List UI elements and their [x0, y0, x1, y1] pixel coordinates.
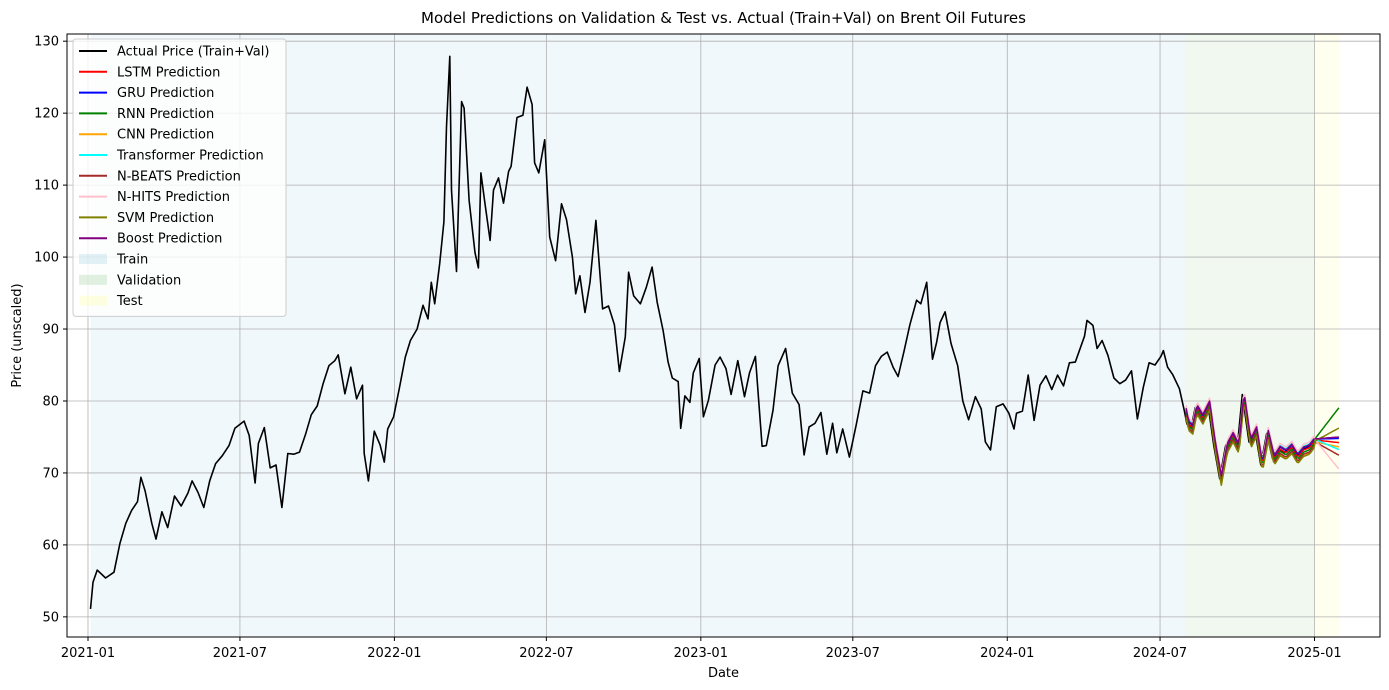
x-tick-label: 2025-01	[1287, 646, 1341, 661]
chart-title: Model Predictions on Validation & Test v…	[421, 9, 1026, 27]
legend-swatch	[79, 274, 107, 285]
legend-label: N-HITS Prediction	[117, 190, 230, 205]
y-axis-ticks: 50 60 70 80 90 100 110 120 130	[34, 35, 67, 625]
y-tick-label: 110	[34, 179, 59, 194]
x-tick-label: 2021-07	[213, 646, 267, 661]
legend-box	[72, 38, 287, 317]
legend-label: SVM Prediction	[117, 211, 214, 226]
y-tick-label: 50	[42, 610, 59, 625]
y-tick-label: 90	[42, 323, 59, 338]
y-tick-label: 70	[42, 466, 59, 481]
legend-label: Actual Price (Train+Val)	[117, 45, 269, 60]
x-tick-label: 2024-07	[1133, 646, 1187, 661]
legend-label: Transformer Prediction	[116, 149, 264, 164]
legend-label: Boost Prediction	[117, 232, 222, 247]
series-lines	[89, 55, 1340, 609]
y-tick-label: 100	[34, 251, 59, 266]
x-axis-ticks: 2021-01 2021-07 2022-01 2022-07 2023-01 2023-…	[61, 637, 1342, 661]
region-validation	[1185, 34, 1314, 637]
y-tick-label: 80	[42, 394, 59, 409]
x-axis-label: Date	[708, 666, 739, 681]
legend-label: Validation	[117, 273, 181, 288]
y-tick-label: 120	[34, 107, 59, 122]
legend-label: Test	[116, 294, 143, 309]
x-tick-label: 2021-01	[61, 646, 115, 661]
legend: Actual Price (Train+Val) LSTM Prediction G…	[72, 38, 287, 317]
region-test	[1313, 34, 1340, 637]
actual-price-line	[89, 55, 1315, 609]
prediction-line-boost-prediction	[1185, 396, 1339, 477]
x-tick-label: 2024-01	[980, 646, 1034, 661]
legend-swatch	[79, 295, 107, 306]
x-tick-label: 2023-01	[674, 646, 728, 661]
x-tick-label: 2022-01	[367, 646, 421, 661]
x-tick-label: 2023-07	[826, 646, 880, 661]
plot-frame	[66, 33, 1381, 638]
legend-swatch	[79, 254, 107, 264]
legend-label: GRU Prediction	[117, 86, 214, 101]
y-tick-label: 60	[42, 538, 59, 553]
legend-label: RNN Prediction	[117, 107, 214, 122]
legend-label: N-BEATS Prediction	[117, 169, 241, 184]
prediction-line-svm-prediction	[1185, 406, 1340, 486]
legend-label: Train	[116, 253, 148, 268]
x-tick-label: 2022-07	[519, 646, 573, 661]
legend-label: CNN Prediction	[117, 128, 214, 143]
y-axis-label: Price (unscaled)	[10, 283, 25, 387]
y-tick-label: 130	[34, 35, 59, 50]
legend-label: LSTM Prediction	[117, 65, 220, 80]
